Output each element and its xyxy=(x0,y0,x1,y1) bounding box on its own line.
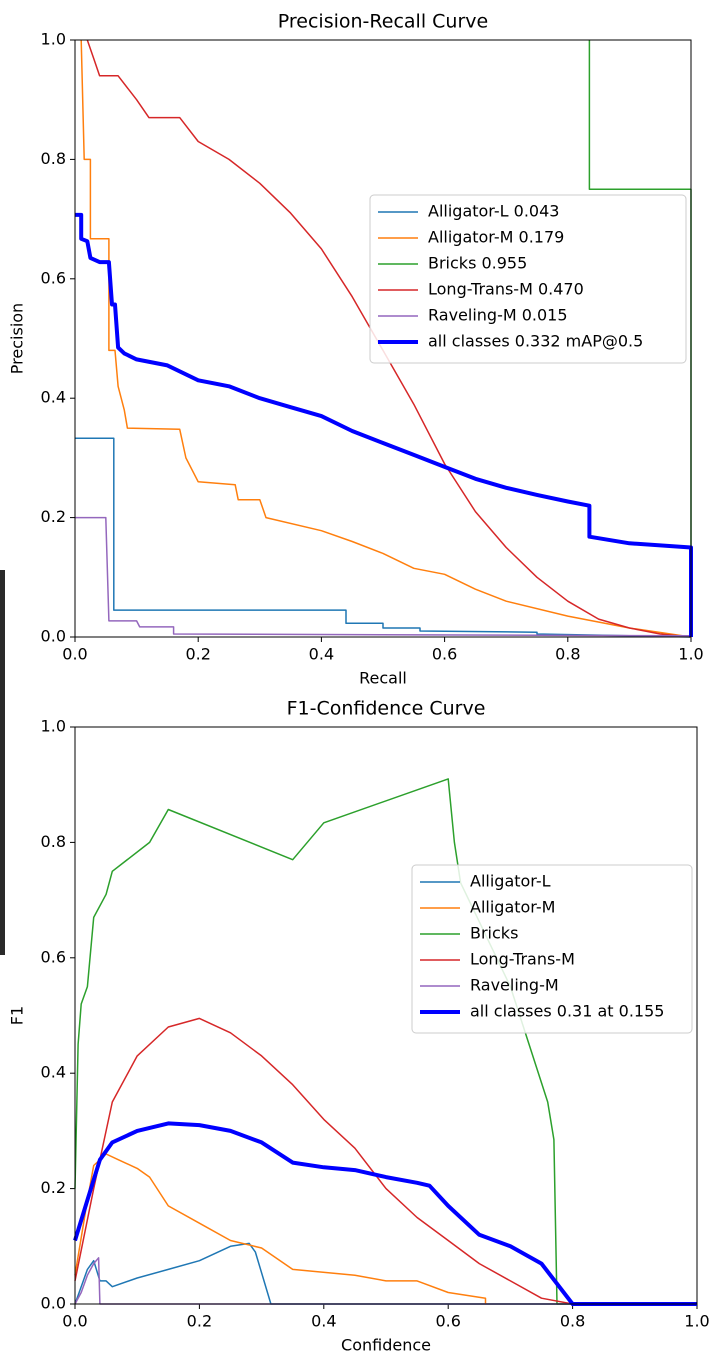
plot-frame xyxy=(74,726,698,1305)
y-tick-label: 0.6 xyxy=(41,268,66,287)
legend-label: Bricks xyxy=(470,924,518,943)
legend-label: Long-Trans-M 0.470 xyxy=(428,280,584,299)
y-axis-label: Precision xyxy=(8,303,27,374)
series-line xyxy=(74,1017,697,1305)
series-line xyxy=(74,1242,697,1305)
x-tick-label: 0.4 xyxy=(311,1312,336,1331)
x-tick-label: 0.0 xyxy=(62,645,87,664)
y-tick-label: 0.4 xyxy=(41,388,66,407)
legend-label: Raveling-M xyxy=(470,976,559,995)
y-tick-label: 0.4 xyxy=(41,1063,66,1082)
legend-label: Alligator-L xyxy=(470,872,551,891)
x-tick-label: 0.0 xyxy=(62,1312,87,1331)
chart-title: Precision-Recall Curve xyxy=(278,11,488,33)
legend-label: Alligator-M 0.179 xyxy=(428,228,564,247)
background-strip xyxy=(0,570,5,955)
legend-label: Raveling-M 0.015 xyxy=(428,306,568,325)
y-tick-label: 0.8 xyxy=(41,149,66,168)
x-tick-label: 0.8 xyxy=(555,645,580,664)
y-tick-label: 0.8 xyxy=(41,832,66,851)
series-line xyxy=(75,516,692,637)
x-tick-label: 1.0 xyxy=(684,1312,709,1331)
legend-box xyxy=(411,864,693,1034)
y-tick-label: 1.0 xyxy=(41,717,66,736)
legend-label: all classes 0.332 mAP@0.5 xyxy=(428,332,643,351)
legend-label: Long-Trans-M xyxy=(470,950,575,969)
legend-label: Alligator-L 0.043 xyxy=(428,202,559,221)
series-line xyxy=(86,39,692,638)
legend-label: Bricks 0.955 xyxy=(428,254,527,273)
y-tick-label: 0.2 xyxy=(41,1178,66,1197)
legend-label: all classes 0.31 at 0.155 xyxy=(470,1002,664,1021)
chart-title: F1-Confidence Curve xyxy=(287,698,486,720)
x-axis-label: Recall xyxy=(359,669,407,688)
y-tick-label: 0.0 xyxy=(41,1294,66,1313)
x-tick-label: 0.6 xyxy=(432,645,457,664)
x-tick-label: 1.0 xyxy=(678,645,703,664)
y-tick-label: 0.6 xyxy=(41,947,66,966)
series-line xyxy=(74,778,697,1305)
y-axis-label: F1 xyxy=(8,1006,27,1025)
plot-frame xyxy=(74,39,692,638)
x-tick-label: 0.2 xyxy=(187,1312,212,1331)
x-tick-label: 0.2 xyxy=(185,645,210,664)
series-line xyxy=(74,1153,487,1304)
series-line xyxy=(75,437,692,638)
x-tick-label: 0.4 xyxy=(309,645,334,664)
x-axis-label: Confidence xyxy=(341,1336,431,1355)
x-tick-label: 0.6 xyxy=(435,1312,460,1331)
legend-box xyxy=(369,194,687,364)
legend-label: Alligator-M xyxy=(470,898,555,917)
series-line xyxy=(75,212,693,637)
x-tick-label: 0.8 xyxy=(560,1312,585,1331)
y-tick-label: 1.0 xyxy=(41,30,66,49)
y-tick-label: 0.2 xyxy=(41,507,66,526)
series-line xyxy=(73,1121,697,1306)
y-tick-label: 0.0 xyxy=(41,627,66,646)
